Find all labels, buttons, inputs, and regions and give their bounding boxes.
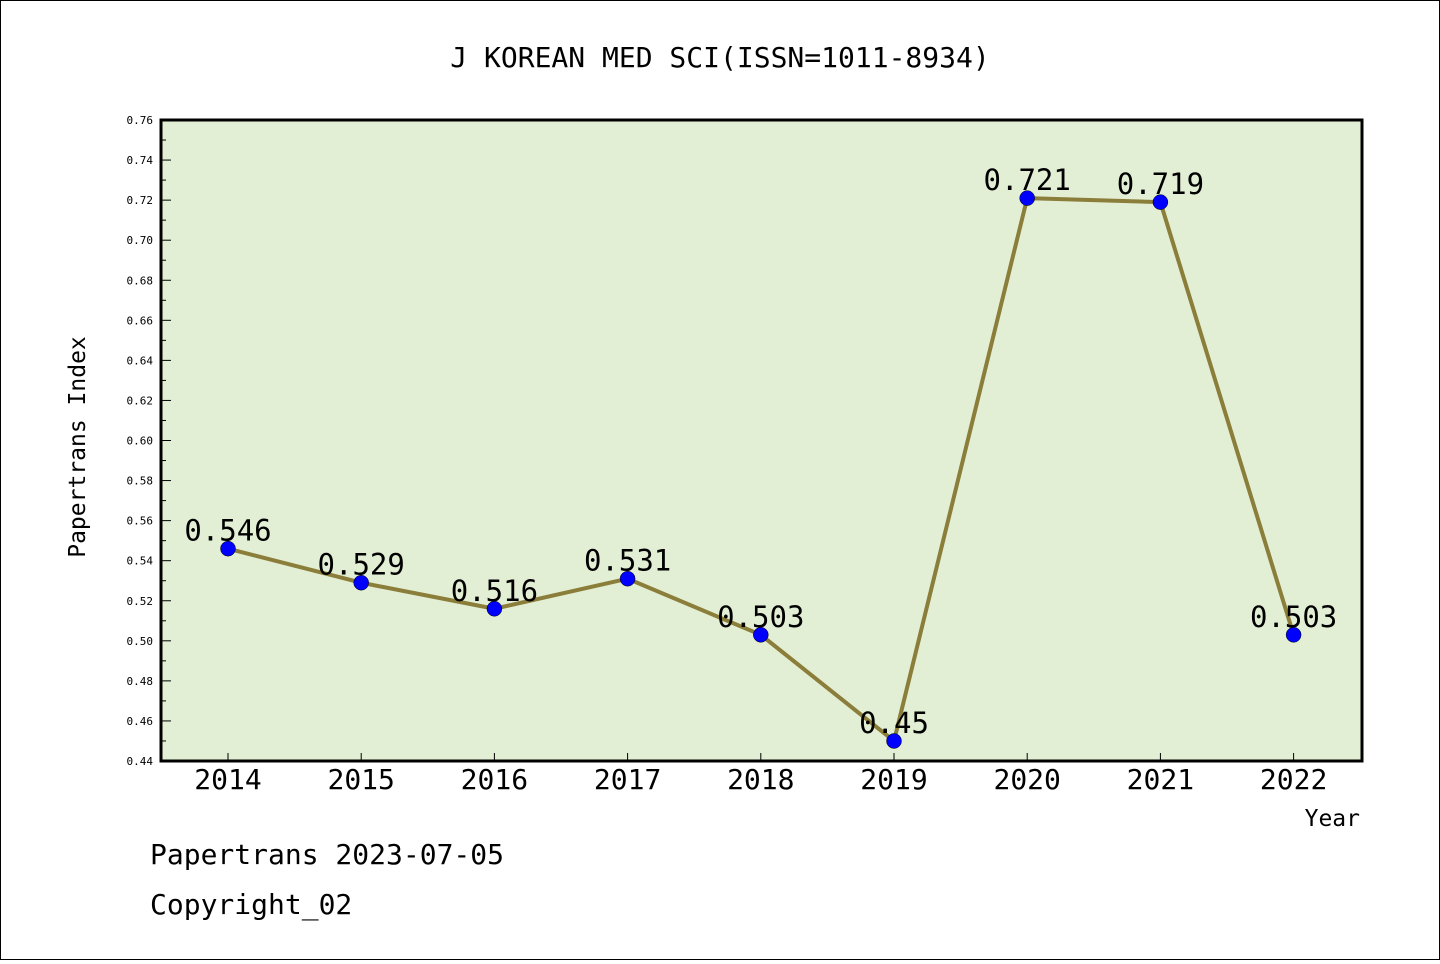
y-tick-label: 0.56: [127, 515, 154, 528]
data-point: [753, 627, 769, 643]
x-tick-label: 2015: [327, 763, 394, 796]
data-point: [486, 601, 503, 617]
y-tick-label: 0.72: [127, 194, 154, 207]
x-axis-label: Year: [1305, 806, 1360, 832]
y-tick-label: 0.62: [127, 394, 154, 407]
x-tick-label: 2016: [461, 763, 528, 796]
y-axis-label: Papertrans Index: [65, 336, 91, 558]
footer-copyright: Copyright_02: [150, 888, 352, 922]
data-label: 0.531: [584, 544, 671, 578]
y-tick-label: 0.52: [127, 595, 154, 608]
data-point: [1285, 627, 1302, 643]
x-tick-label: 2019: [860, 763, 927, 796]
data-label: 0.546: [184, 514, 271, 548]
data-label: 0.503: [717, 600, 804, 634]
x-tick-label: 2014: [194, 763, 261, 796]
y-tick-label: 0.66: [127, 314, 154, 327]
y-tick-label: 0.54: [127, 555, 154, 568]
y-tick-label: 0.58: [127, 475, 154, 488]
x-axis: 2014 2015 2016 2017 2018 2019 2020 2021 2022: [194, 753, 1327, 796]
y-axis: 0.44 0.46 0.48 0.50 0.52 0.54 0.56 0.58 0.60 0.62…: [127, 114, 171, 768]
data-label: 0.721: [984, 163, 1071, 197]
y-tick-label: 0.74: [127, 154, 154, 167]
plot-area: [159, 118, 1364, 763]
series-group: 0.546 0.529 0.516 0.531 0.503 0.45 0.721 0.719 0…: [184, 163, 1337, 749]
y-tick-label: 0.68: [127, 274, 154, 287]
data-label: 0.719: [1117, 167, 1204, 201]
data-label: 0.45: [859, 706, 929, 740]
y-tick-label: 0.44: [127, 755, 154, 768]
y-tick-label: 0.64: [127, 354, 154, 367]
y-tick-label: 0.70: [127, 234, 154, 247]
data-point: [619, 570, 636, 587]
y-tick-label: 0.76: [127, 114, 154, 127]
data-label: 0.529: [318, 548, 405, 582]
data-point: [1152, 194, 1169, 210]
footer-date: Papertrans 2023-07-05: [150, 838, 504, 871]
chart-title: J KOREAN MED SCI(ISSN=1011-8934): [450, 41, 989, 74]
y-tick-label: 0.46: [127, 715, 154, 728]
x-tick-label: 2020: [993, 763, 1060, 796]
x-tick-label: 2017: [594, 763, 661, 796]
y-tick-label: 0.60: [127, 435, 154, 448]
data-point: [1019, 190, 1035, 206]
data-point: [886, 733, 902, 749]
y-tick-label: 0.48: [127, 675, 154, 688]
data-label: 0.516: [451, 574, 538, 608]
x-tick-label: 2018: [727, 763, 794, 796]
x-tick-label: 2022: [1260, 763, 1327, 796]
x-tick-label: 2021: [1127, 763, 1194, 796]
data-point: [220, 540, 236, 557]
y-tick-label: 0.50: [127, 635, 154, 648]
data-point: [353, 574, 369, 591]
data-label: 0.503: [1250, 600, 1337, 634]
